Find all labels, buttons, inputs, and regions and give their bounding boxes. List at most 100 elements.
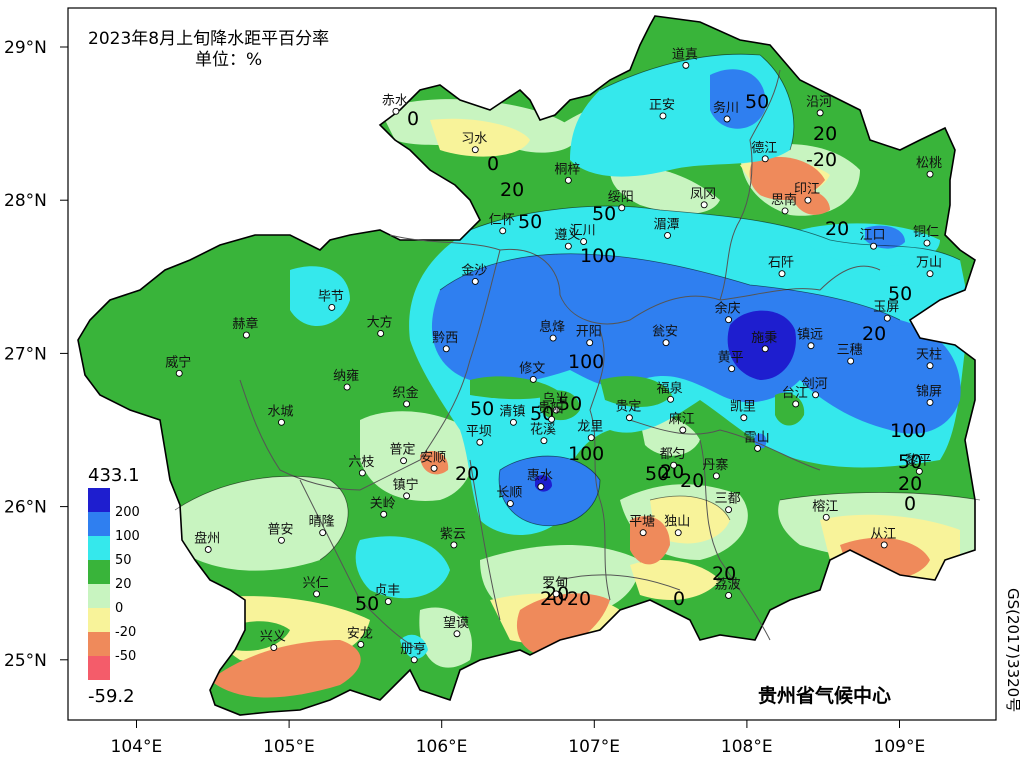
county-marker — [549, 334, 557, 342]
county-label: 清镇 — [499, 404, 525, 419]
county-label: 织金 — [393, 385, 419, 401]
county-marker — [564, 242, 572, 250]
county-marker — [662, 339, 670, 347]
county-label: 凯里 — [730, 400, 756, 415]
county-label: 雷山 — [744, 430, 770, 445]
legend-swatch — [88, 656, 110, 680]
county-marker — [278, 536, 285, 544]
contour-value-label: 50 — [558, 393, 582, 415]
contour-value-label: 20 — [898, 473, 922, 495]
county-label: 册亨 — [400, 641, 426, 657]
county-marker — [659, 112, 667, 120]
county-label: 道真 — [672, 47, 698, 62]
county-marker — [639, 529, 647, 537]
legend-bin-label: 20 — [115, 577, 132, 592]
contour-value-label: -20 — [806, 149, 837, 171]
county-marker — [552, 590, 560, 598]
county-marker — [400, 457, 407, 465]
county-marker — [506, 500, 514, 507]
county-label: 开阳 — [576, 325, 602, 340]
county-label: 仁怀 — [489, 213, 515, 228]
contour-value-label: 50 — [518, 211, 542, 233]
legend-swatch — [88, 632, 110, 656]
county-label: 修文 — [519, 361, 545, 376]
county-marker — [761, 345, 769, 353]
county-label: 贵定 — [615, 400, 641, 415]
county-label: 瓮安 — [652, 325, 678, 340]
legend-bin-label: 0 — [115, 601, 123, 616]
county-marker — [618, 204, 626, 212]
latitude-label: 28°N — [4, 191, 47, 211]
contour-value-label: 50 — [888, 283, 912, 305]
county-label: 独山 — [664, 515, 690, 530]
contour-value-label: 50 — [592, 203, 616, 225]
county-marker — [471, 277, 479, 285]
zone-100-to-200 — [431, 69, 961, 526]
county-marker — [392, 107, 400, 115]
contour-value-label: 50 — [355, 593, 379, 615]
county-label: 黔西 — [432, 331, 458, 346]
county-label: 务川 — [713, 100, 739, 116]
county-label: 天柱 — [916, 348, 942, 363]
county-marker — [403, 400, 411, 408]
legend-bin-label: 200 — [115, 505, 140, 520]
contour-lines — [174, 53, 981, 561]
county-marker — [471, 146, 479, 154]
county-marker — [204, 546, 212, 553]
county-marker — [529, 375, 537, 383]
county-label: 铜仁 — [913, 225, 939, 240]
county-marker — [822, 513, 830, 521]
county-marker — [674, 529, 682, 537]
map-unit: 单位：% — [195, 50, 262, 70]
county-label: 金沙 — [461, 262, 487, 278]
contour-value-label: 20 — [862, 323, 886, 345]
county-label: 湄潭 — [654, 217, 680, 232]
county-marker — [883, 314, 891, 322]
county-marker — [847, 357, 855, 365]
contour-value-label: 0 — [673, 588, 685, 610]
county-marker — [625, 414, 633, 422]
legend-swatch — [88, 536, 110, 560]
county-label: 凤冈 — [690, 187, 716, 202]
contour-value-label: 50 — [898, 451, 922, 473]
county-label: 万山 — [916, 256, 942, 271]
county-label: 安顺 — [420, 450, 446, 465]
county-marker — [476, 438, 484, 446]
county-marker — [552, 406, 560, 414]
county-marker — [926, 170, 934, 178]
contour-value-label: 100 — [580, 245, 616, 267]
county-label: 麻江 — [669, 412, 695, 427]
county-label: 镇远 — [797, 328, 823, 343]
county-label: 大方 — [367, 314, 393, 330]
legend-min-label: -59.2 — [88, 686, 135, 707]
county-marker — [499, 227, 507, 235]
county-marker — [812, 391, 820, 399]
longitude-label: 109°E — [874, 737, 926, 757]
county-marker — [564, 176, 572, 184]
county-label: 印江 — [794, 182, 820, 197]
county-label: 紫云 — [440, 527, 466, 542]
county-marker — [679, 426, 687, 434]
province-outline — [77, 15, 976, 716]
county-label: 息烽 — [539, 319, 565, 335]
county-marker — [580, 238, 588, 246]
map-title: 2023年8月上旬降水距平百分率 — [88, 29, 329, 49]
legend-bin-label: 50 — [115, 553, 132, 568]
legend-bin-label: 100 — [115, 529, 140, 544]
county-label: 普安 — [267, 522, 293, 537]
county-marker — [700, 201, 708, 209]
county-label: 荔波 — [715, 577, 741, 592]
contour-value-label: 0 — [487, 153, 499, 175]
county-marker — [343, 383, 351, 391]
county-label: 镇宁 — [393, 477, 419, 493]
county-marker — [682, 61, 690, 69]
county-marker — [442, 345, 450, 353]
contour-value-label: 20 — [813, 123, 837, 145]
legend-max-label: 433.1 — [88, 465, 140, 486]
county-label: 绥阳 — [608, 190, 634, 205]
county-marker — [586, 339, 594, 347]
county-label: 习水 — [461, 132, 487, 147]
contour-value-label: 20 — [660, 461, 684, 483]
county-marker — [923, 239, 931, 247]
